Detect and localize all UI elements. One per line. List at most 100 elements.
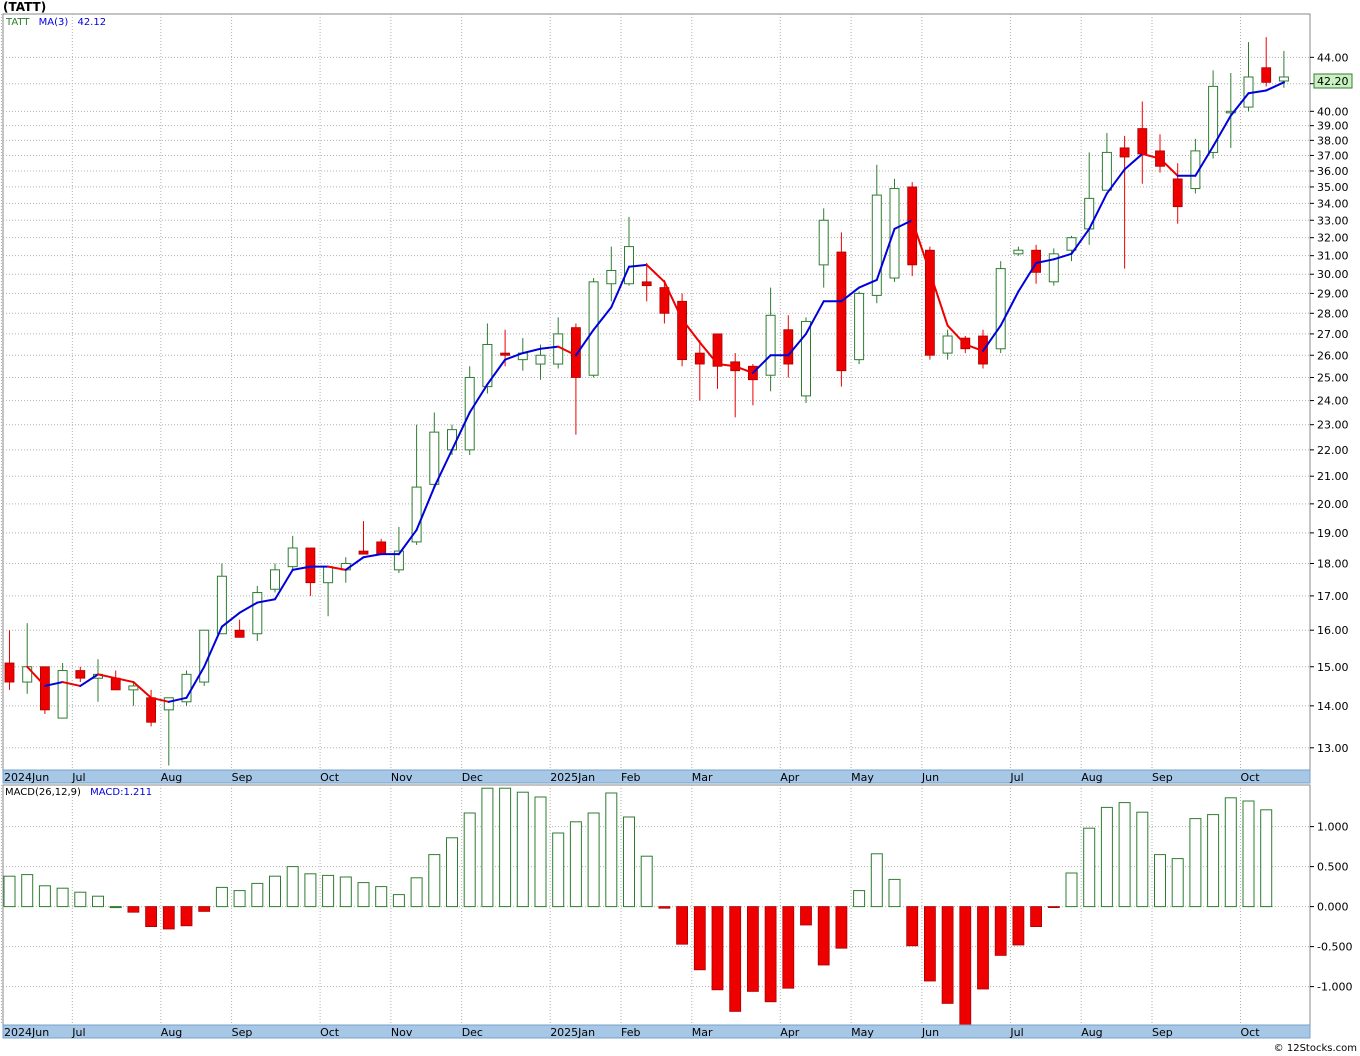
month-label: May [851,771,874,784]
ma-segment [433,448,453,489]
candle [765,287,776,392]
ma-segment [61,681,82,687]
macd-bar [251,882,264,908]
candle [40,666,50,714]
ma-segment [645,263,666,283]
candle [624,216,634,286]
chart-title: (TATT) [3,0,46,14]
candle [925,246,935,360]
price-tick-label: 29.00 [1317,287,1349,300]
candle-body-up [1101,151,1112,191]
candle-body-up [942,335,953,354]
ma-segment [504,352,524,361]
candle [1261,37,1272,87]
ma-segment [256,598,276,604]
candle-body-up [393,550,404,571]
candle-body-up [995,268,1006,350]
macd-month-axis-band [2,1024,1311,1039]
ma-segment [1052,252,1073,261]
macd-bar [552,832,565,908]
ma-segment [663,280,684,321]
candle-body-up [270,569,280,590]
month-label: 2024Jun [4,771,49,784]
macd-bar [198,906,211,912]
ma-segment [787,332,807,357]
macd-month-label: Nov [391,1026,413,1039]
macd-tick-label: -0.500 [1317,941,1352,954]
candle-body-down [712,333,723,367]
legend-symbol: TATT [5,17,30,28]
macd-bar [782,906,795,989]
macd-bar [747,906,759,992]
ma-segment [681,318,701,344]
candle-body-up [1278,76,1289,82]
ma-segment [592,306,613,331]
candle-body-down [836,251,847,372]
macd-month-label: Feb [621,1026,640,1039]
macd-bar [1030,906,1042,927]
candle [677,293,687,367]
candle-body-up [871,194,882,296]
macd-bar [605,792,618,908]
candle [216,563,227,635]
price-tick-label: 20.00 [1317,498,1349,511]
macd-bar [92,895,104,908]
macd-bar [180,906,193,927]
candle [1172,163,1183,224]
price-plot-area [2,13,1311,771]
month-label: Sep [1152,771,1173,784]
ma-segment [43,681,64,687]
month-label: Feb [621,771,640,784]
macd-bar [587,812,600,908]
month-label: Sep [232,771,253,784]
candle-body-up [216,575,227,635]
candle [1208,70,1219,159]
month-label: Aug [1081,771,1102,784]
macd-bar [74,891,87,908]
macd-bar [729,906,742,1012]
candle [287,535,298,570]
ma-segment [610,265,630,309]
last-price-badge [1313,73,1353,89]
macd-bar [410,877,423,908]
candle-body-up [163,697,174,711]
ma-segment [468,383,489,414]
candle-body-down [659,287,670,314]
macd-bar [853,890,866,908]
price-tick-label: 30.00 [1317,268,1349,281]
candle-body-up [606,269,617,285]
candle [854,291,865,365]
ma-segment [858,278,878,289]
macd-bar [145,906,158,927]
candle [942,329,953,360]
month-label: 2025Jan [550,771,595,784]
ma-segment [557,345,577,357]
candle-body-up [801,320,811,397]
ma-segment [132,681,153,699]
macd-bar [711,906,724,991]
candle [234,619,245,638]
candle-body-up [287,547,298,568]
macd-bar [1224,797,1237,908]
ma-segment [291,565,312,571]
candle [358,521,369,555]
month-label: Jul [71,771,85,784]
candle-body-up [128,685,139,691]
candle-body-up [1066,237,1077,251]
price-tick-label: 18.00 [1317,558,1349,571]
price-tick-label: 35.00 [1317,181,1349,194]
ma-segment [150,696,170,703]
macd-panel: 1.000 0.500 0.000 -0.500 -1.000 2024Jun Jul Aug… [1,784,1352,1039]
macd-bar [658,906,671,909]
candle-body-up [765,314,776,376]
macd-month-label: Jul [71,1026,85,1039]
candle [393,526,404,574]
macd-bar [286,866,299,908]
macd-legend-label: MACD(26,12,9) [5,787,81,798]
macd-month-label: Aug [1081,1026,1102,1039]
month-label: Apr [780,771,800,784]
ma-segment [114,677,135,684]
price-legend: TATT MA(3) 42.12 [5,17,106,28]
candle-body-up [482,343,493,388]
